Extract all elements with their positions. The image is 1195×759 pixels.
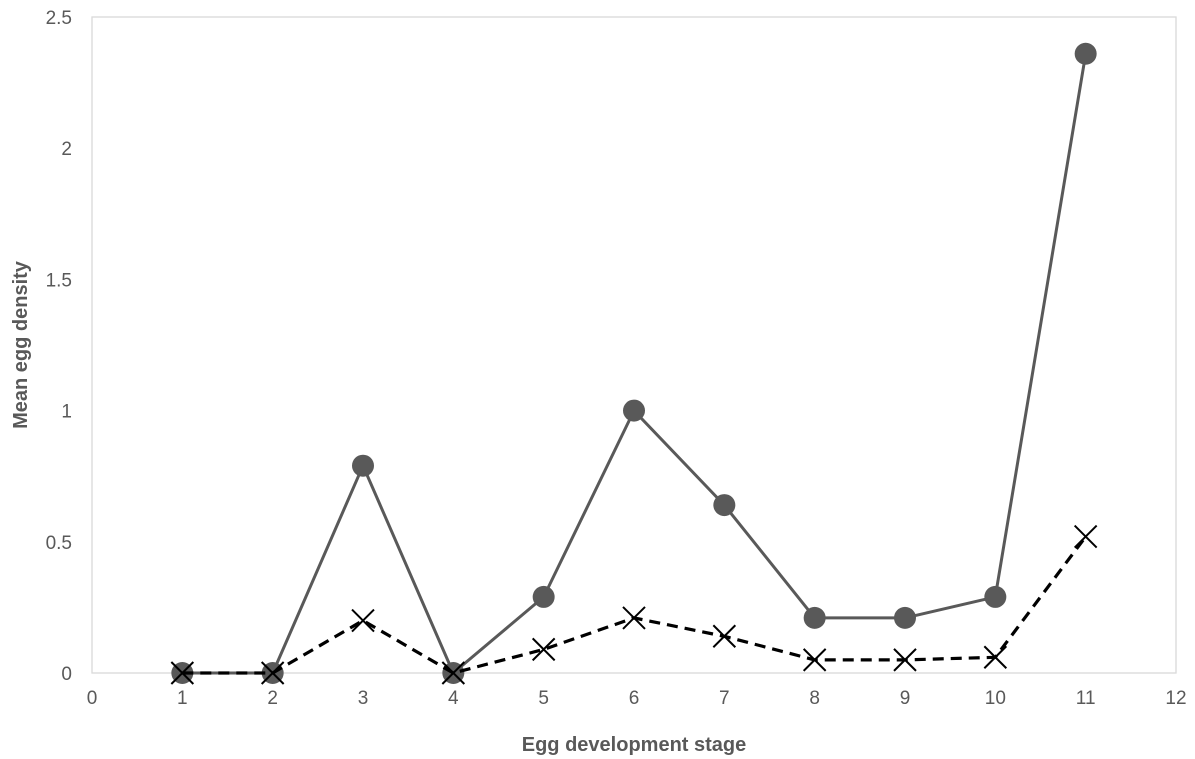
x-tick-label: 12 <box>1165 688 1186 709</box>
data-point <box>802 648 827 672</box>
y-tick-label: 2.5 <box>46 8 72 29</box>
x-tick-label: 4 <box>448 688 459 709</box>
x-tick-label: 11 <box>1076 688 1096 709</box>
data-point <box>1073 524 1098 549</box>
x-tick-label: 10 <box>985 688 1006 709</box>
data-point <box>893 648 917 672</box>
series-1 <box>171 42 1097 684</box>
data-point <box>712 624 737 648</box>
y-tick-label: 2 <box>61 139 72 160</box>
data-point <box>351 608 375 633</box>
series-2 <box>170 524 1098 685</box>
plot-area <box>91 16 1177 674</box>
x-tick-label: 3 <box>358 688 369 709</box>
x-tick-label: 0 <box>87 688 98 709</box>
y-axis-title: Mean egg density <box>10 260 32 429</box>
data-point <box>352 454 374 477</box>
x-tick-label: 9 <box>900 688 911 709</box>
data-point <box>622 606 646 630</box>
data-point <box>532 585 555 608</box>
data-point <box>713 494 736 517</box>
data-point <box>894 606 916 629</box>
x-axis-title: Egg development stage <box>522 734 747 756</box>
y-axis-tick-labels: 0 0.5 1 1.5 2 2.5 <box>46 8 72 685</box>
x-axis-tick-labels: 0 1 2 3 4 5 6 7 8 9 10 11 12 <box>87 688 1187 709</box>
data-point <box>623 399 645 422</box>
data-point <box>441 661 466 685</box>
series-layer <box>170 42 1098 685</box>
y-tick-label: 1.5 <box>46 270 72 291</box>
x-tick-label: 1 <box>177 688 188 709</box>
data-point <box>170 661 195 685</box>
data-point <box>531 637 556 662</box>
data-point <box>260 661 285 685</box>
y-tick-label: 1 <box>61 402 72 423</box>
x-tick-label: 6 <box>629 688 640 709</box>
x-tick-label: 8 <box>809 688 820 709</box>
y-tick-label: 0.5 <box>46 533 72 554</box>
x-tick-label: 7 <box>719 688 730 709</box>
data-point <box>983 645 1008 669</box>
y-tick-label: 0 <box>61 664 72 685</box>
x-tick-label: 5 <box>538 688 549 709</box>
x-tick-label: 2 <box>267 688 278 709</box>
data-point <box>984 585 1007 608</box>
data-point <box>803 606 826 629</box>
data-point <box>1074 42 1097 65</box>
